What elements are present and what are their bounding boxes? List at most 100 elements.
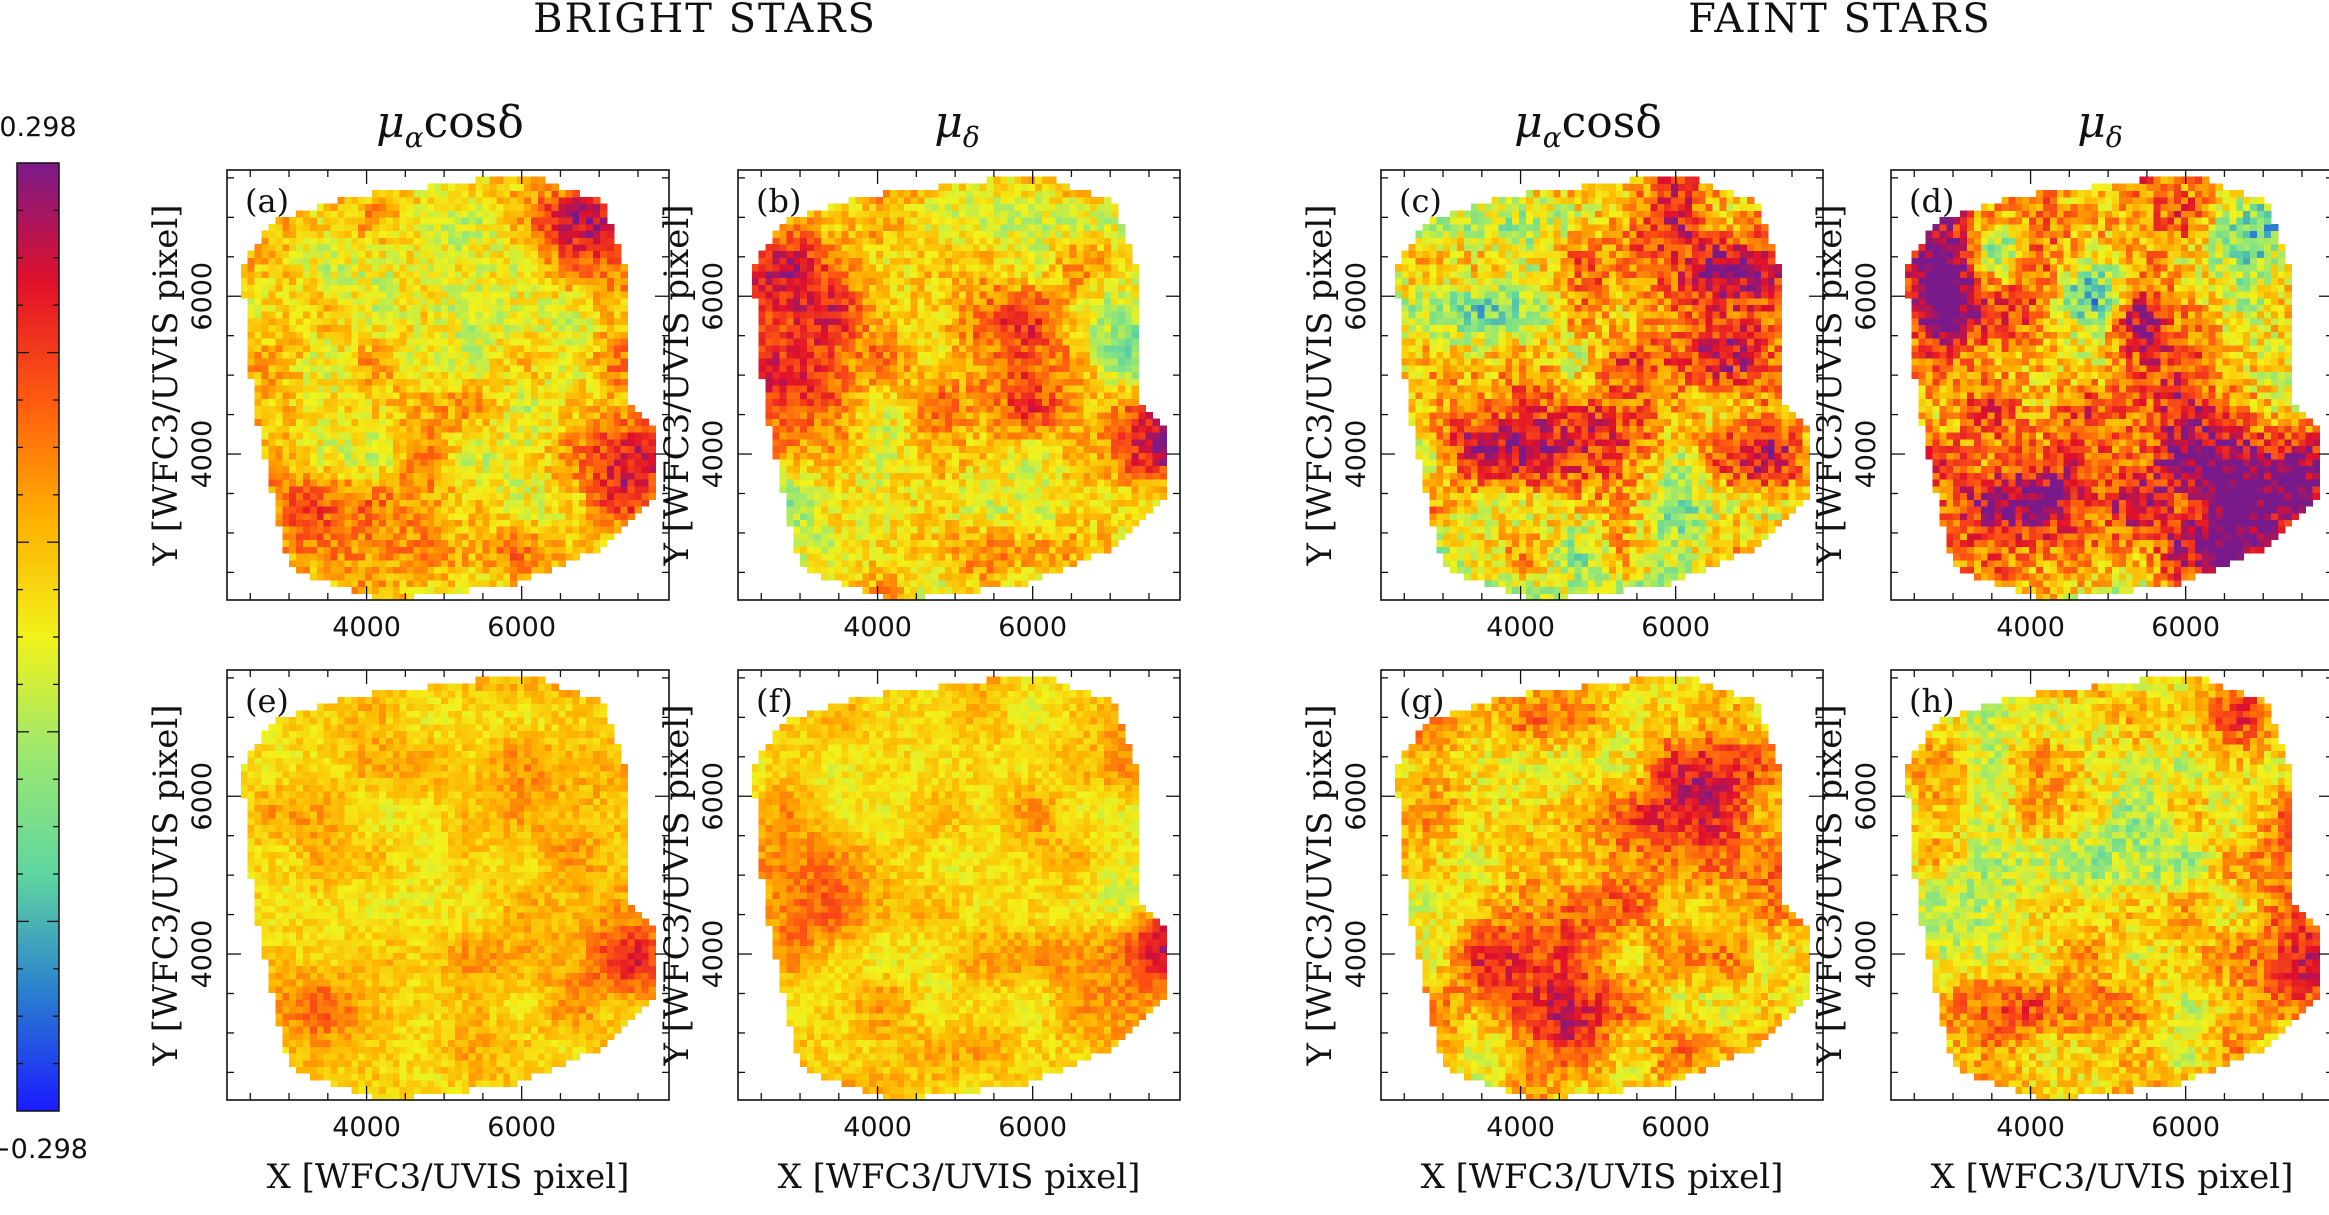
heatmap-cell [993, 425, 1002, 433]
heatmap-cell [641, 479, 649, 487]
heatmap-cell [1138, 432, 1147, 440]
heatmap-cell [606, 458, 615, 467]
heatmap-cell [309, 559, 318, 568]
heatmap-cell [323, 284, 332, 292]
heatmap-cell [461, 499, 470, 507]
heatmap-cell [945, 418, 953, 426]
heatmap-cell [613, 418, 622, 426]
heatmap-cell [834, 398, 843, 406]
heatmap-cell [841, 539, 850, 547]
heatmap-cell [496, 290, 504, 299]
heatmap-cell [482, 243, 491, 252]
heatmap-cell [365, 479, 373, 487]
heatmap-cell [613, 331, 622, 339]
heatmap-cell [1090, 546, 1098, 554]
heatmap-cell [599, 452, 608, 460]
heatmap-cell [627, 458, 636, 467]
heatmap-cell [1097, 526, 1105, 534]
heatmap-cell [613, 378, 622, 386]
heatmap-cell [475, 183, 484, 191]
heatmap-cell [827, 418, 836, 426]
heatmap-cell [606, 485, 615, 494]
heatmap-cell [613, 385, 622, 393]
heatmap-cell [938, 566, 946, 574]
heatmap-cell [544, 539, 553, 547]
heatmap-cell [558, 243, 567, 252]
heatmap-cell [862, 512, 870, 520]
heatmap-cell [406, 552, 415, 561]
heatmap-cell [1083, 512, 1091, 520]
heatmap-cell [917, 371, 926, 379]
heatmap-cell [461, 418, 470, 426]
heatmap-cell [959, 364, 967, 373]
heatmap-cell [530, 304, 539, 312]
heatmap-cell [1055, 445, 1064, 453]
heatmap-cell [1062, 512, 1071, 520]
heatmap-cell [385, 418, 394, 426]
heatmap-cell [593, 331, 601, 339]
heatmap-cell [523, 371, 532, 379]
heatmap-cell [793, 391, 801, 400]
heatmap-cell [358, 405, 366, 413]
heatmap-cell [413, 512, 421, 520]
heatmap-cell [1138, 485, 1147, 494]
heatmap-cell [1117, 425, 1126, 433]
heatmap-cell [1062, 505, 1071, 514]
heatmap-cell [952, 472, 960, 480]
heatmap-cell [344, 418, 352, 426]
heatmap-cell [378, 371, 387, 379]
heatmap-cell [282, 317, 290, 326]
heatmap-cell [551, 237, 560, 245]
heatmap-cell [869, 378, 877, 386]
heatmap-cell [862, 458, 870, 467]
heatmap-cell [1041, 519, 1050, 527]
heatmap-cell [316, 405, 325, 413]
heatmap-cell [510, 284, 518, 292]
heatmap-cell [1007, 559, 1015, 568]
heatmap-cell [344, 505, 352, 514]
heatmap-cell [544, 290, 553, 299]
heatmap-cell [496, 230, 504, 238]
heatmap-cell [385, 230, 394, 238]
heatmap-cell [1021, 472, 1029, 480]
heatmap-cell [1076, 532, 1084, 541]
heatmap-cell [565, 425, 573, 433]
heatmap-cell [461, 364, 470, 373]
heatmap-cell [448, 183, 456, 191]
heatmap-cell [772, 371, 781, 379]
heatmap-cell [876, 391, 884, 400]
heatmap-cell [1034, 358, 1043, 366]
heatmap-cell [869, 385, 877, 393]
heatmap-cell [1062, 472, 1071, 480]
heatmap-cell [606, 364, 615, 373]
heatmap-cell [1055, 532, 1064, 541]
heatmap-cell [385, 505, 394, 514]
heatmap-cell [1000, 505, 1008, 514]
heatmap-cell [537, 499, 546, 507]
heatmap-cell [613, 411, 622, 420]
heatmap-cell [1145, 425, 1153, 433]
heatmap-cell [945, 452, 953, 460]
heatmap-cell [896, 465, 905, 473]
heatmap-cell [834, 371, 843, 379]
heatmap-cell [330, 257, 339, 265]
heatmap-cell [931, 573, 939, 581]
heatmap-cell [365, 364, 373, 373]
heatmap-cell [1131, 479, 1140, 487]
heatmap-cell [848, 485, 857, 494]
heatmap-cell [302, 452, 311, 460]
heatmap-cell [385, 243, 394, 252]
heatmap-cell [337, 532, 346, 541]
heatmap-cell [385, 579, 394, 588]
heatmap-cell [337, 203, 346, 211]
heatmap-cell [620, 472, 629, 480]
heatmap-cell [579, 485, 587, 494]
heatmap-cell [1014, 579, 1022, 588]
heatmap-cell [537, 566, 546, 574]
heatmap-cell [1083, 364, 1091, 373]
heatmap-cell [903, 458, 912, 467]
heatmap-cell [523, 277, 532, 285]
heatmap-cell [793, 472, 801, 480]
heatmap-cell [931, 405, 939, 413]
heatmap-cell [586, 243, 594, 252]
